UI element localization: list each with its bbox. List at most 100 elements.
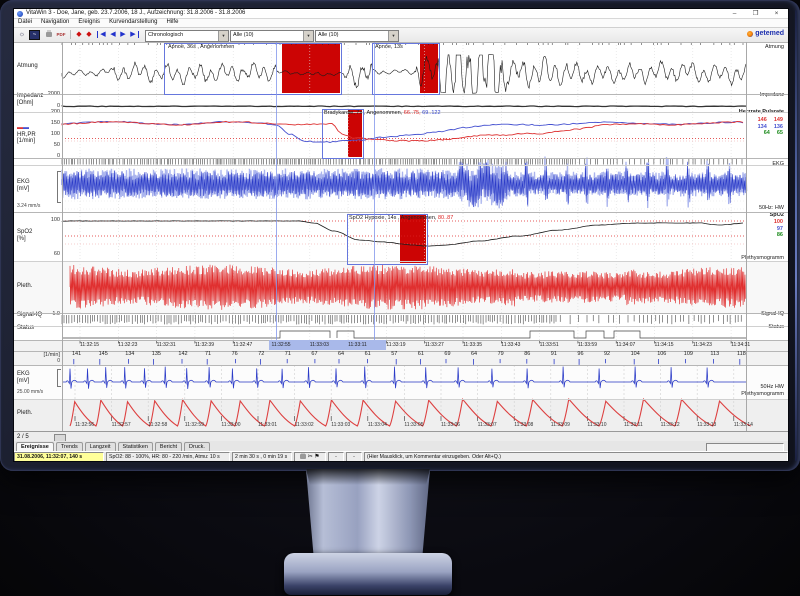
printer-icon[interactable]	[300, 453, 307, 459]
bradycardia-event-box[interactable]	[322, 109, 364, 159]
beat-rate-value: 104	[630, 351, 640, 357]
pleth-label: Pleth.	[17, 283, 33, 289]
selection-start-cursor[interactable]	[276, 42, 277, 340]
status-bar: 31.08.2006, 11:32:07, 140 s SpO2: 88 - 1…	[14, 451, 788, 461]
settings-icon[interactable]: ☼	[18, 31, 26, 38]
beat-row-zero: 0	[57, 358, 60, 364]
status-durations: 2 min 30 s , 0 min 19 s	[232, 452, 292, 461]
menu-item-ereignis[interactable]: Ereignis	[78, 19, 101, 25]
page-indicator: 2 / 5	[17, 433, 29, 440]
menu-item-datei[interactable]: Datei	[18, 19, 33, 25]
first-page-icon[interactable]: ◀	[97, 31, 108, 38]
menu-item-hilfe[interactable]: Hilfe	[166, 19, 179, 25]
apnea1-event-label: Apnoe, 36s , Angenommen	[168, 44, 235, 50]
brand-icon	[747, 30, 754, 37]
spo2-filter-note: 50Hz: HW	[758, 205, 784, 211]
spo2-value: 97	[776, 225, 783, 232]
beat-rate-value: 76	[231, 351, 238, 357]
lower-time-tick: 11:33:10	[587, 422, 607, 428]
pdf-export-icon[interactable]: PDF	[56, 32, 66, 37]
apnea2-event-box[interactable]	[372, 43, 440, 95]
time-tick: 11:34:15	[654, 342, 674, 348]
beat-rate-value: 64	[471, 351, 478, 357]
hypoxia-text: SpO2 Hypoxie, 14s , Angenommen,	[349, 215, 438, 221]
minimize-button[interactable]: –	[732, 9, 737, 17]
beat-rate-value: 134	[125, 351, 135, 357]
hr-legend: ▬▬ HR,PR [1/min]	[17, 125, 36, 145]
time-axis[interactable]: 11:32:15 11:32:23 11:32:31 11:32:39 11:32:47…	[62, 340, 750, 351]
time-tick: 11:32:55	[271, 342, 291, 348]
signaliq-scale: 1.0	[52, 311, 60, 317]
comment-hint-field[interactable]: (Hier Mausklick, um Kommentar einzugeben…	[364, 452, 788, 461]
hr-axis-50: 50	[53, 142, 60, 148]
lower-ekg-speed-label: 25.00 mm/s	[17, 389, 44, 395]
scissors-icon[interactable]: ✂	[307, 454, 313, 460]
spo2-value-row: 86	[774, 232, 783, 239]
app-icon	[17, 10, 23, 17]
tabs-row: Ereignisse Trends Langzeit Statistiken Beric…	[14, 441, 788, 452]
hr-value-a: 134	[757, 123, 767, 130]
prev-page-icon[interactable]: ◀	[110, 31, 116, 38]
channel-filter-value: Alle (10)	[318, 31, 339, 38]
atmung-right-label: Atmung	[765, 44, 784, 50]
lower-time-tick: 11:32:57	[111, 422, 131, 428]
menu-item-kurvendarstellung[interactable]: Kurvendarstellung	[109, 19, 158, 25]
hypoxia-event-box[interactable]	[347, 214, 428, 265]
prev-event-icon[interactable]: ◆	[76, 31, 82, 38]
impedance-axis-bottom: 0	[56, 103, 60, 109]
pleth-band-background	[14, 261, 788, 313]
beat-rate-value: 57	[391, 351, 398, 357]
beat-rate-value: 141	[72, 351, 82, 357]
spo2-label: SpO2 [%]	[17, 229, 33, 242]
beat-rate-value: 96	[577, 351, 584, 357]
signaliq-label: Signal-IQ	[17, 312, 43, 318]
bradycardia-hr-range: 66..75,	[403, 110, 423, 116]
beat-rate-value: 109	[683, 351, 693, 357]
stand-shadow	[305, 469, 431, 485]
last-page-icon[interactable]: ▶	[128, 31, 139, 38]
chevron-down-icon[interactable]: ▼	[218, 30, 228, 41]
close-button[interactable]: ×	[774, 9, 779, 17]
apnea1-event-box[interactable]	[164, 43, 342, 95]
channel-filter-select[interactable]: Alle (10) ▼	[315, 29, 399, 42]
beat-rate-value: 86	[524, 351, 531, 357]
lower-time-tick: 11:32:56	[75, 422, 95, 428]
print-icon[interactable]	[44, 30, 54, 39]
hr-value-a: 146	[757, 117, 767, 123]
hr-value-a: 64	[763, 130, 770, 137]
monitor-stand-base	[284, 553, 452, 595]
time-tick: 11:32:23	[118, 342, 138, 348]
impedance-label: Impedanz [Ohm]	[17, 93, 44, 106]
hr-axis-150: 150	[50, 120, 60, 126]
lower-pleth-label: Pleth.	[17, 410, 33, 416]
beat-rate-value: 64	[338, 351, 345, 357]
beat-rate-value: 92	[604, 351, 611, 357]
chevron-down-icon[interactable]: ▼	[303, 30, 313, 41]
chevron-down-icon[interactable]: ▼	[388, 30, 398, 41]
hr-value-b: 149	[773, 117, 783, 123]
beat-rate-value: 61	[364, 351, 371, 357]
spo2-value: 100	[773, 219, 783, 225]
sort-mode-value: Chronologisch	[148, 31, 184, 38]
time-tick: 11:34:23	[692, 342, 712, 348]
time-tick: 11:34:31	[731, 342, 751, 348]
flag-icon[interactable]: ⚑	[314, 454, 320, 460]
beat-rate-value: 71	[284, 351, 291, 357]
time-tick: 11:33:51	[539, 342, 559, 348]
selection-end-cursor[interactable]	[374, 42, 375, 340]
event-filter-select[interactable]: Alle (10) ▼	[230, 29, 314, 42]
beat-rate-value: 145	[98, 351, 108, 357]
lower-time-tick: 11:33:00	[221, 422, 241, 428]
time-tick: 11:32:39	[194, 342, 214, 348]
maximize-button[interactable]: ❐	[752, 9, 759, 17]
next-event-icon[interactable]: ◆	[86, 31, 92, 38]
hr-value-b: 136	[773, 123, 783, 130]
sort-mode-select[interactable]: Chronologisch ▼	[145, 29, 229, 42]
hr-value-row: 146 149	[758, 117, 783, 124]
spo2-right-title: SpO2	[769, 212, 784, 218]
beat-rate-value: 113	[710, 351, 720, 357]
lower-time-tick: 11:33:05	[404, 422, 424, 428]
menu-item-navigation[interactable]: Navigation	[41, 19, 70, 25]
chart-view-icon[interactable]: ~	[29, 30, 40, 40]
next-page-icon[interactable]: ▶	[120, 31, 126, 38]
